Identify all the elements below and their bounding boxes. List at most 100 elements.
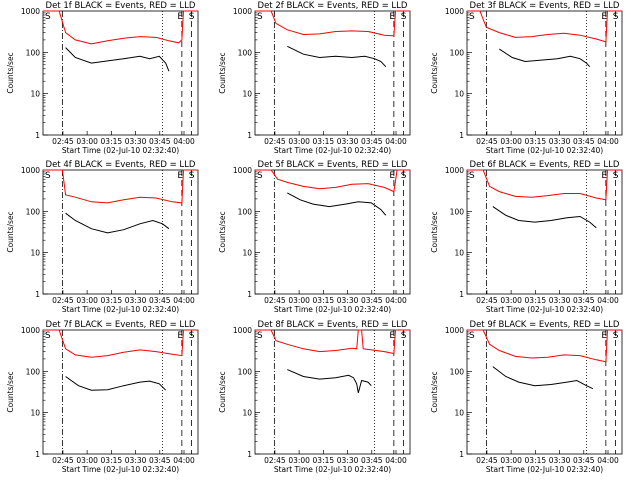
y-tick-label: 10 (242, 409, 252, 418)
series-lld-line (255, 169, 410, 193)
y-tick-label: 1000 (21, 166, 40, 175)
y-tick-label: 10 (242, 90, 252, 99)
x-tick-label: 02:45 (476, 137, 498, 146)
series-lld-line (43, 329, 198, 358)
chart-title: Det 2f BLACK = Events, RED = LLD (258, 1, 408, 11)
y-tick-label: 1 (247, 450, 252, 459)
marker-label-e: E (389, 331, 395, 341)
x-axis-label: Start Time (02-Jul-10 02:32:40) (274, 305, 391, 314)
x-tick-label: 03:15 (525, 456, 547, 465)
plot-frame (42, 169, 199, 295)
x-tick-label: 04:00 (173, 456, 195, 465)
chart-title: Det 6f BLACK = Events, RED = LLD (470, 160, 620, 170)
y-tick-label: 1000 (233, 7, 252, 16)
x-tick-label: 03:00 (76, 456, 98, 465)
y-tick-label: 10 (454, 90, 464, 99)
marker-label-e: E (389, 171, 395, 181)
marker-label-e: E (177, 171, 183, 181)
series-lld-line (43, 169, 198, 204)
series-events-line (287, 45, 387, 68)
x-tick-label: 04:00 (597, 137, 619, 146)
x-axis-label: Start Time (02-Jul-10 02:32:40) (486, 146, 603, 155)
y-axis-label: Counts/sec (6, 211, 15, 252)
y-tick-label: 100 (450, 367, 465, 376)
chart-panel-4: Det 4f BLACK = Events, RED = LLD Counts/s… (6, 160, 199, 314)
x-tick-label: 02:45 (264, 296, 286, 305)
x-tick-label: 02:45 (476, 296, 498, 305)
x-axis-label: Start Time (02-Jul-10 02:32:40) (274, 465, 391, 474)
marker-label-s: S (189, 12, 195, 22)
x-axis-label: Start Time (02-Jul-10 02:32:40) (62, 146, 179, 155)
marker-label-s: S (257, 171, 263, 181)
y-tick-label: 10 (454, 409, 464, 418)
marker-label-s: S (257, 331, 263, 341)
x-tick-label: 03:30 (337, 296, 359, 305)
series-events-line (287, 369, 372, 394)
series-lld-line (467, 10, 622, 43)
y-axis-label: Counts/sec (430, 211, 439, 252)
series-lld-line (43, 10, 198, 45)
series-lld-line (467, 329, 622, 363)
y-tick-label: 1 (35, 450, 40, 459)
marker-label-e: E (601, 331, 607, 341)
chart-title: Det 9f BLACK = Events, RED = LLD (470, 320, 620, 330)
y-tick-label: 100 (450, 207, 465, 216)
plot-frame (254, 169, 411, 295)
x-axis-label: Start Time (02-Jul-10 02:32:40) (62, 465, 179, 474)
series-events-line (65, 212, 170, 234)
marker-label-e: E (389, 12, 395, 22)
y-axis-label: Counts/sec (218, 52, 227, 93)
x-tick-label: 03:30 (337, 137, 359, 146)
y-tick-label: 1 (247, 290, 252, 299)
marker-label-s: S (45, 12, 51, 22)
x-tick-label: 02:45 (264, 137, 286, 146)
marker-label-s: S (189, 331, 195, 341)
y-tick-label: 10 (30, 409, 40, 418)
x-tick-label: 03:45 (149, 137, 171, 146)
marker-label-s: S (45, 171, 51, 181)
x-tick-label: 03:00 (288, 456, 310, 465)
y-axis-label: Counts/sec (218, 371, 227, 412)
x-tick-label: 03:00 (500, 137, 522, 146)
y-tick-label: 1000 (21, 326, 40, 335)
x-tick-label: 03:30 (549, 296, 571, 305)
x-tick-label: 03:00 (76, 137, 98, 146)
x-tick-label: 03:45 (361, 456, 383, 465)
y-tick-label: 100 (26, 207, 41, 216)
marker-label-s: S (401, 171, 407, 181)
x-tick-label: 02:45 (52, 456, 74, 465)
y-tick-label: 1000 (445, 166, 464, 175)
series-events-line (492, 206, 597, 229)
y-tick-label: 10 (242, 249, 252, 258)
plot-frame (254, 329, 411, 455)
chart-title: Det 7f BLACK = Events, RED = LLD (46, 320, 196, 330)
x-tick-label: 04:00 (385, 296, 407, 305)
marker-label-s: S (45, 331, 51, 341)
x-tick-label: 03:00 (76, 296, 98, 305)
x-tick-label: 03:30 (125, 296, 147, 305)
y-tick-label: 100 (26, 48, 41, 57)
marker-label-s: S (257, 12, 263, 22)
marker-label-s: S (613, 171, 619, 181)
chart-title: Det 1f BLACK = Events, RED = LLD (46, 1, 196, 11)
x-tick-label: 04:00 (385, 456, 407, 465)
y-tick-label: 1 (35, 131, 40, 140)
y-axis-label: Counts/sec (218, 211, 227, 252)
y-axis-label: Counts/sec (6, 371, 15, 412)
y-tick-label: 1 (459, 290, 464, 299)
y-tick-label: 10 (454, 249, 464, 258)
chart-panel-6: Det 6f BLACK = Events, RED = LLD Counts/s… (430, 160, 623, 314)
marker-label-e: E (601, 171, 607, 181)
y-tick-label: 10 (30, 249, 40, 258)
plot-frame (42, 329, 199, 455)
x-tick-label: 02:45 (52, 296, 74, 305)
y-axis-label: Counts/sec (6, 52, 15, 93)
marker-label-s: S (469, 331, 475, 341)
x-tick-label: 03:00 (288, 296, 310, 305)
plot-frame (466, 329, 623, 455)
y-tick-label: 100 (238, 207, 253, 216)
chart-panel-3: Det 3f BLACK = Events, RED = LLD Counts/s… (430, 1, 623, 155)
y-tick-label: 100 (238, 48, 253, 57)
chart-title: Det 4f BLACK = Events, RED = LLD (46, 160, 196, 170)
